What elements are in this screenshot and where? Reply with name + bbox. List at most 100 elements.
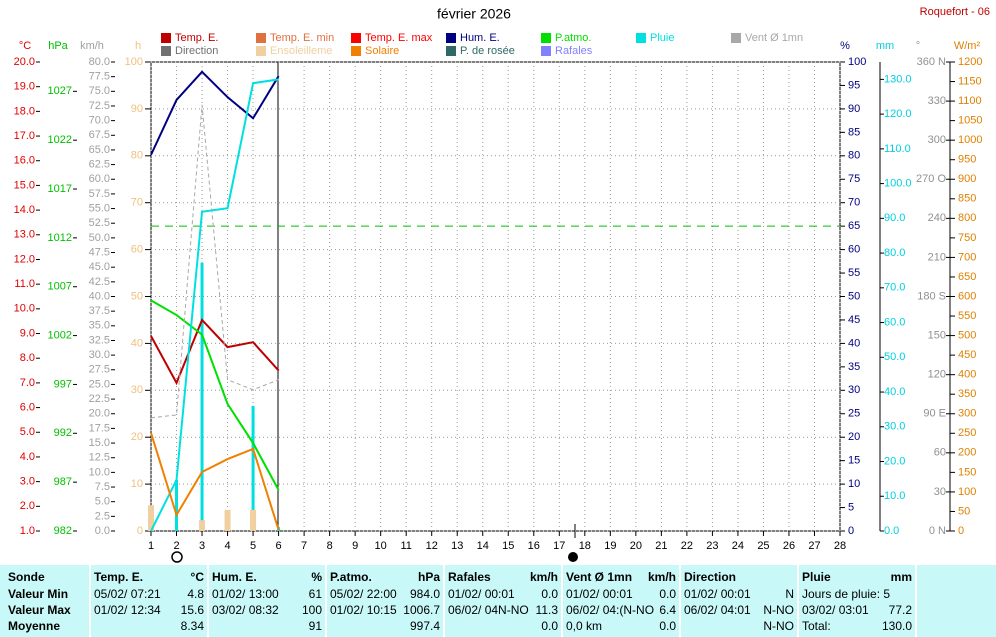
y-tick-label: 70.0	[89, 115, 110, 127]
y-tick-label: 0	[137, 525, 143, 537]
y-tick-label: 850	[958, 193, 976, 205]
y-tick-label: 330	[928, 95, 946, 107]
legend-label: Direction	[175, 45, 218, 57]
y-tick-label: 57.5	[89, 188, 110, 200]
axis-unit: %	[840, 40, 850, 52]
column-title: Vent Ø 1mn	[566, 570, 632, 584]
table-cell: 06/02/ 04:01	[684, 603, 751, 617]
y-tick-label: 300	[958, 408, 976, 420]
y-tick-label: 200	[958, 447, 976, 459]
legend-swatch	[256, 46, 266, 56]
y-tick-label: 52.5	[89, 217, 110, 229]
moon-icon	[568, 552, 578, 562]
y-tick-label: 55	[848, 267, 860, 279]
x-tick-label: 28	[834, 540, 846, 552]
column-title: Temp. E.	[94, 570, 143, 584]
y-tick-label: 1022	[48, 134, 72, 146]
table-cell: 01/02/ 10:15	[330, 603, 397, 617]
y-tick-label: 100	[848, 56, 866, 68]
y-tick-label: 3.0	[20, 476, 35, 488]
y-tick-label: 15.0	[14, 179, 35, 191]
y-tick-label: 80.0	[89, 56, 110, 68]
x-tick-label: 12	[426, 540, 438, 552]
axis-unit: °	[916, 40, 920, 52]
y-tick-label: 110.0	[884, 143, 911, 155]
y-tick-label: 8.0	[20, 352, 35, 364]
legend-label: Rafales	[555, 45, 593, 57]
legend-label: Temp. E. max	[365, 32, 433, 44]
y-tick-label: 240	[928, 212, 946, 224]
y-tick-label: 90 E	[923, 408, 946, 420]
table-cell: 6.4	[659, 603, 676, 617]
legend-label: Temp. E.	[175, 32, 218, 44]
y-tick-label: 350	[958, 388, 976, 400]
y-tick-label: 60.0	[89, 173, 110, 185]
y-tick-label: 500	[958, 329, 976, 341]
y-tick-label: 10	[848, 478, 860, 490]
y-tick-label: 0.0	[95, 525, 110, 537]
table-cell: N	[785, 587, 794, 601]
y-tick-label: 300	[928, 134, 946, 146]
y-tick-label: 1007	[48, 281, 72, 293]
bar	[251, 405, 255, 531]
y-tick-label: 360 N	[917, 56, 946, 68]
x-tick-label: 17	[553, 540, 565, 552]
table-cell: 06/02/ 04N-NO	[448, 603, 529, 617]
y-tick-label: 900	[958, 173, 976, 185]
y-tick-label: 150	[958, 466, 976, 478]
y-tick-label: 20.0	[14, 56, 35, 68]
y-tick-label: 0 N	[929, 525, 946, 537]
x-tick-label: 25	[757, 540, 769, 552]
x-tick-label: 8	[327, 540, 333, 552]
y-tick-label: 75	[848, 173, 860, 185]
column-unit: °C	[191, 570, 205, 584]
y-tick-label: 14.0	[14, 204, 35, 216]
y-tick-label: 70	[848, 197, 860, 209]
y-tick-label: 10	[131, 478, 143, 490]
x-tick-label: 2	[173, 540, 179, 552]
x-tick-label: 20	[630, 540, 642, 552]
table-cell: 984.0	[410, 587, 440, 601]
x-tick-label: 5	[250, 540, 256, 552]
legend-label: Pluie	[650, 32, 674, 44]
y-tick-label: 997	[54, 378, 72, 390]
column-title: Hum. E.	[212, 570, 257, 584]
y-tick-label: 270 O	[916, 173, 946, 185]
legend-label: Hum. E.	[460, 32, 500, 44]
y-tick-label: 15	[848, 455, 860, 467]
table-cell: 4.8	[187, 587, 204, 601]
y-tick-label: 95	[848, 79, 860, 91]
x-tick-label: 26	[783, 540, 795, 552]
y-tick-label: 550	[958, 310, 976, 322]
y-tick-label: 50	[958, 505, 970, 517]
x-tick-label: 27	[808, 540, 820, 552]
y-tick-label: 50.0	[884, 351, 905, 363]
y-tick-label: 67.5	[89, 129, 110, 141]
y-tick-label: 47.5	[89, 246, 110, 258]
y-tick-label: 20.0	[89, 408, 110, 420]
table-cell: Jours de pluie: 5	[802, 587, 890, 601]
legend-swatch	[731, 33, 741, 43]
y-tick-label: 7.0	[20, 377, 35, 389]
table-cell: 0,0 km	[566, 619, 602, 633]
y-tick-label: 100	[958, 486, 976, 498]
axis-unit: W/m²	[954, 40, 981, 52]
table-cell: 01/02/ 00:01	[566, 587, 633, 601]
y-tick-label: 0	[848, 525, 854, 537]
y-tick-label: 1000	[958, 134, 982, 146]
y-tick-label: 17.0	[14, 130, 35, 142]
table-cell: 01/02/ 00:01	[684, 587, 751, 601]
y-tick-label: 60.0	[884, 316, 905, 328]
x-tick-label: 13	[451, 540, 463, 552]
y-tick-label: 85	[848, 126, 860, 138]
moon-icon	[171, 551, 183, 563]
y-tick-label: 250	[958, 427, 976, 439]
column-unit: hPa	[418, 570, 440, 584]
x-tick-label: 1	[148, 540, 154, 552]
bar	[200, 262, 204, 531]
table-cell: 0.0	[659, 587, 676, 601]
y-tick-label: 70	[131, 197, 143, 209]
series-line	[150, 432, 280, 531]
y-tick-label: 150	[928, 329, 946, 341]
